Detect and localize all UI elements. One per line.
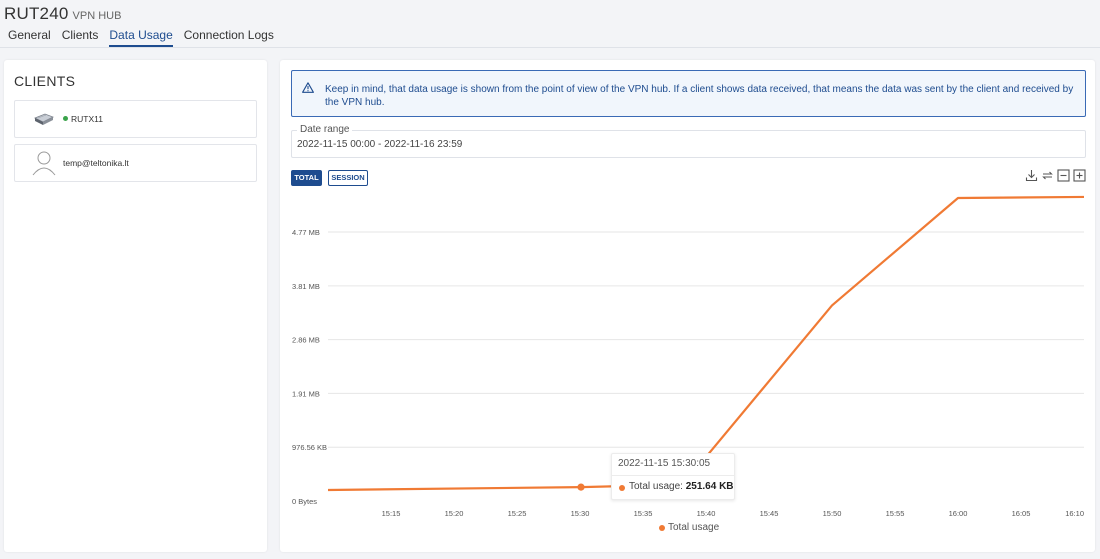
router-icon (34, 113, 54, 125)
info-alert: Keep in mind, that data usage is shown f… (291, 70, 1086, 117)
client-item-rutx11[interactable]: RUTX11 (14, 100, 257, 138)
legend-label: Total usage (668, 522, 720, 533)
date-range-field[interactable]: Date range 2022-11-15 00:00 - 2022-11-16… (291, 124, 1086, 158)
x-tick-label: 15:20 (445, 509, 464, 518)
client-name: RUTX11 (71, 114, 103, 124)
clients-panel: CLIENTS RUTX11 temp@teltonika.lt (4, 60, 267, 552)
chart-toolbar (1025, 169, 1086, 182)
tooltip-value: 251.64 KB (685, 481, 734, 492)
legend-dot (659, 524, 665, 531)
x-tick-label: 15:30 (571, 509, 590, 518)
download-icon[interactable] (1025, 169, 1038, 182)
client-item-temp[interactable]: temp@teltonika.lt (14, 144, 257, 182)
y-tick-label: 3.81 MB (292, 282, 320, 291)
clients-heading: CLIENTS (14, 73, 76, 89)
tooltip-value-text: Total usage: 251.64 KB (629, 481, 734, 492)
online-status-dot (63, 116, 68, 121)
y-tick-label: 2.86 MB (292, 336, 320, 345)
session-button[interactable]: SESSION (328, 170, 368, 186)
x-tick-label: 15:45 (760, 509, 779, 518)
zoom-out-icon[interactable] (1057, 169, 1070, 182)
tab-connection-logs[interactable]: Connection Logs (183, 28, 274, 42)
tab-data-usage[interactable]: Data Usage (109, 28, 173, 47)
refresh-icon[interactable] (1041, 169, 1054, 182)
chart-legend[interactable]: Total usage (659, 522, 719, 533)
tooltip-date: 2022-11-15 15:30:05 (618, 458, 711, 469)
x-tick-label: 16:00 (949, 509, 968, 518)
user-icon (32, 151, 56, 176)
alert-message: Keep in mind, that data usage is shown f… (325, 84, 1074, 108)
total-button[interactable]: TOTAL (291, 170, 322, 186)
tab-general[interactable]: General (8, 28, 51, 42)
y-tick-label: 1.91 MB (292, 389, 320, 398)
top-bar: RUT240 VPN HUB General Clients Data Usage… (0, 0, 1100, 48)
client-name: temp@teltonika.lt (63, 158, 129, 168)
data-usage-panel: Keep in mind, that data usage is shown f… (280, 60, 1095, 552)
y-tick-label: 976.56 KB (292, 443, 327, 452)
device-name: RUT240 (4, 4, 69, 23)
zoom-in-icon[interactable] (1073, 169, 1086, 182)
warning-icon (302, 82, 314, 93)
date-range-label: Date range (297, 124, 353, 135)
x-tick-label: 15:25 (508, 509, 527, 518)
highlighted-data-point (577, 483, 585, 491)
x-tick-label: 16:05 (1012, 509, 1031, 518)
tab-clients[interactable]: Clients (61, 28, 99, 42)
x-tick-label: 15:55 (886, 509, 905, 518)
tooltip-series-dot (619, 485, 625, 491)
x-tick-label: 15:40 (697, 509, 716, 518)
y-tick-label: 4.77 MB (292, 228, 320, 237)
page-subtitle: VPN HUB (72, 10, 122, 22)
chart-tooltip: 2022-11-15 15:30:05 Total usage: 251.64 … (611, 453, 735, 500)
x-tick-label: 15:15 (382, 509, 401, 518)
page-title: RUT240 VPN HUB (4, 4, 121, 24)
tooltip-label: Total usage: (629, 481, 683, 492)
y-tick-label: 0 Bytes (292, 497, 317, 506)
series-line-total-usage (327, 195, 1085, 492)
x-tick-label: 15:35 (634, 509, 653, 518)
tooltip-divider (612, 475, 734, 476)
tab-bar: General Clients Data Usage Connection Lo… (8, 28, 274, 47)
x-tick-label: 15:50 (823, 509, 842, 518)
date-range-value[interactable]: 2022-11-15 00:00 - 2022-11-16 23:59 (297, 139, 463, 150)
x-tick-label: 16:10 (1065, 509, 1084, 518)
